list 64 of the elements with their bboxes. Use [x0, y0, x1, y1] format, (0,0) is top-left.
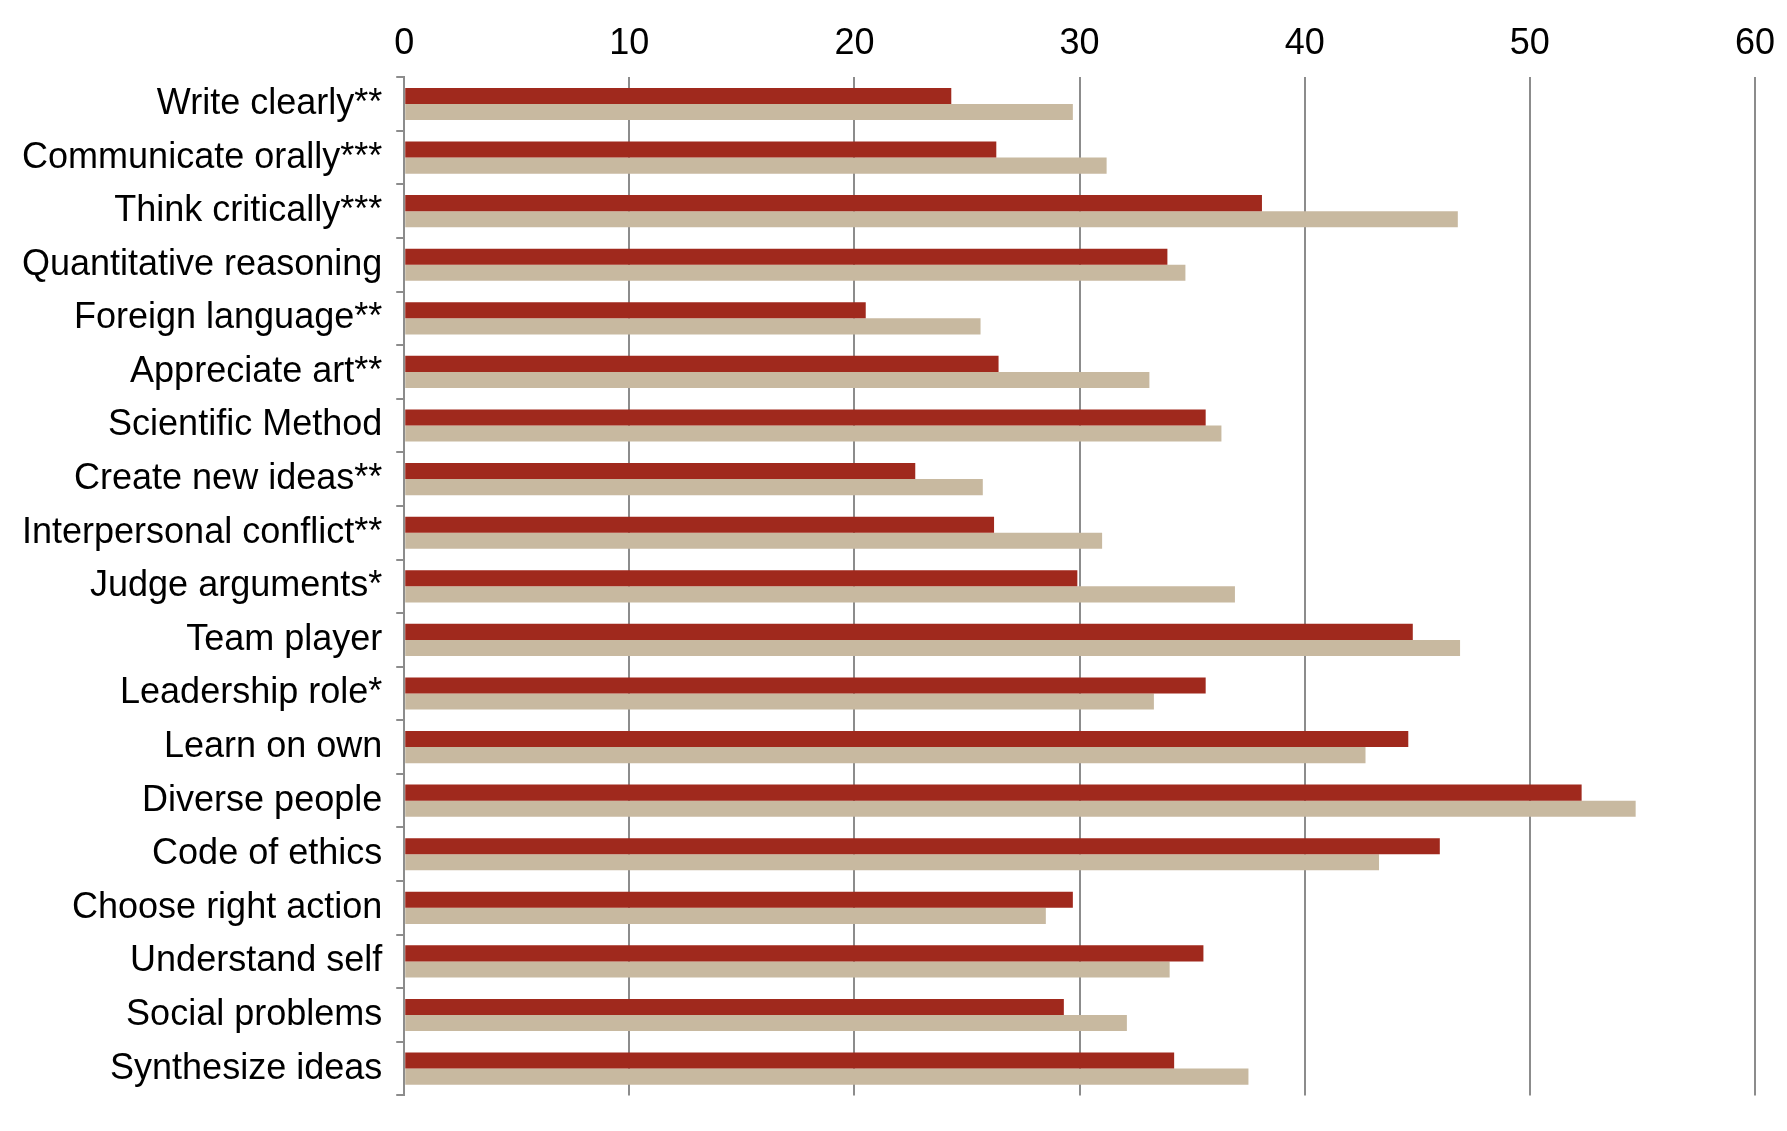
- bar: [405, 516, 995, 533]
- y-tick-label: Judge arguments*: [90, 563, 383, 605]
- x-tick-label: 30: [1059, 20, 1100, 62]
- bar: [405, 1015, 1127, 1032]
- bar: [405, 371, 1150, 389]
- y-tick-label: Understand self: [130, 938, 384, 980]
- y-tick-label: Quantitative reasoning: [21, 241, 383, 283]
- bar: [405, 264, 1186, 281]
- bar: [405, 800, 1636, 817]
- bar: [405, 87, 952, 104]
- y-tick-label: Choose right action: [72, 884, 383, 926]
- y-tick-label: Foreign language**: [73, 295, 383, 337]
- bar: [405, 570, 1078, 587]
- bar: [405, 677, 1206, 694]
- y-tick-label: Synthesize ideas: [110, 1045, 383, 1087]
- bar: [405, 318, 981, 335]
- bar: [405, 961, 1170, 978]
- y-tick-label: Diverse people: [142, 777, 383, 819]
- y-tick-label: Create new ideas**: [74, 456, 383, 498]
- y-tick-label: Leadership role*: [120, 670, 383, 712]
- bar: [405, 907, 1046, 924]
- y-tick-label: Think critically***: [114, 188, 383, 230]
- bar: [405, 747, 1366, 764]
- x-tick-label: 60: [1734, 20, 1775, 62]
- bar: [405, 730, 1409, 748]
- bar: [405, 195, 1262, 212]
- bar: [405, 141, 997, 158]
- bar: [405, 639, 1461, 656]
- bar: [405, 998, 1064, 1016]
- bar: [405, 1068, 1249, 1085]
- bar: [405, 891, 1073, 908]
- bar: [405, 623, 1413, 640]
- y-tick-label: Scientific Method: [108, 402, 383, 444]
- x-tick-label: 20: [834, 20, 875, 62]
- bar: [405, 854, 1380, 871]
- bar: [405, 157, 1107, 174]
- y-tick-label: Team player: [186, 616, 383, 658]
- y-tick-label: Learn on own: [164, 723, 383, 765]
- bar: [405, 104, 1073, 121]
- bar: [405, 248, 1168, 265]
- bar: [405, 945, 1204, 962]
- y-tick-label: Appreciate art**: [130, 348, 383, 390]
- bar: [405, 211, 1458, 228]
- y-tick-label: Interpersonal conflict**: [22, 509, 383, 551]
- bar: [405, 586, 1235, 603]
- bar: [405, 532, 1103, 549]
- bar: [405, 463, 916, 480]
- bar: [405, 784, 1582, 801]
- y-tick-label: Write clearly**: [156, 80, 383, 122]
- x-tick-label: 50: [1509, 20, 1550, 62]
- bar: [405, 355, 999, 372]
- bar: [405, 302, 866, 319]
- x-tick-label: 40: [1284, 20, 1325, 62]
- bar: [405, 838, 1440, 855]
- x-tick-label: 10: [609, 20, 650, 62]
- bar: [405, 693, 1154, 710]
- bar: [405, 409, 1206, 426]
- bar: [405, 425, 1222, 442]
- y-tick-label: Code of ethics: [152, 831, 383, 873]
- x-tick-label: 0: [394, 20, 415, 62]
- y-tick-label: Social problems: [126, 991, 383, 1033]
- bar: [405, 1052, 1175, 1069]
- bar: [405, 479, 983, 496]
- y-tick-label: Communicate orally***: [22, 134, 383, 176]
